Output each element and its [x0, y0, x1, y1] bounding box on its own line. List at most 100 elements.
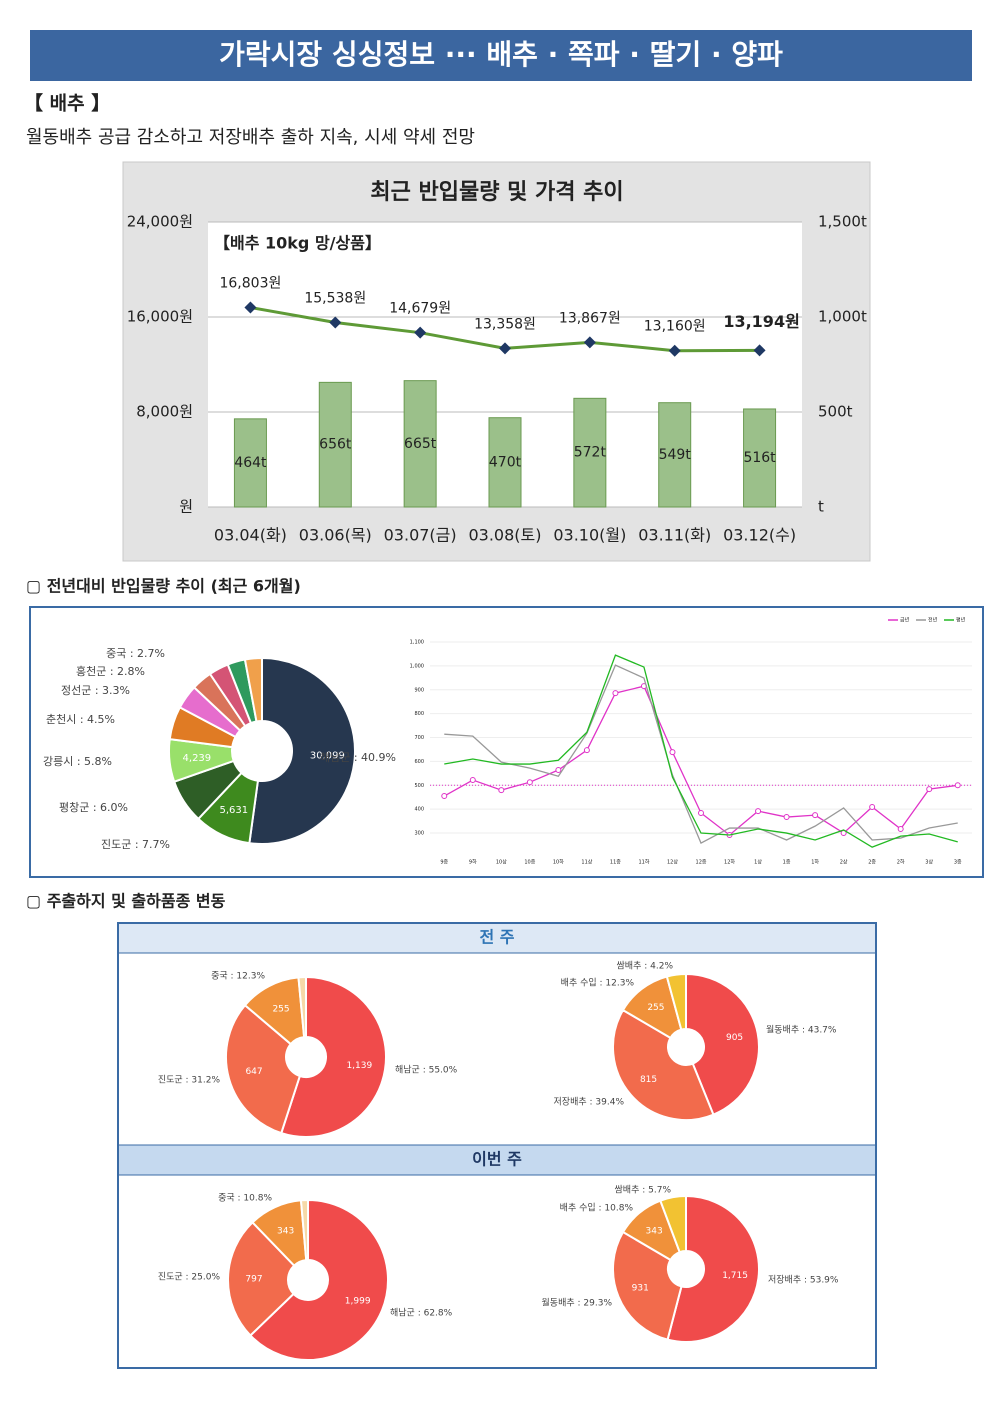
bar-label: 572t	[574, 445, 607, 461]
x-tick-label: 12상	[667, 859, 678, 866]
price-label: 16,803원	[219, 275, 281, 291]
slice-amount: 797	[245, 1274, 262, 1284]
slice-label: 월동배추 : 29.3%	[542, 1297, 613, 1309]
y-tick-label: 300	[414, 831, 424, 837]
x-tick-label: 03.07(금)	[384, 526, 457, 545]
x-tick-label: 2상	[840, 859, 848, 866]
bar	[488, 417, 522, 508]
x-tick-label: 9중	[440, 860, 448, 866]
slice-amount: 255	[272, 1005, 289, 1015]
y2-tick-label: t	[818, 498, 824, 516]
y-tick-label: 24,000원	[127, 213, 193, 231]
x-tick-label: 12중	[696, 860, 707, 866]
series-line	[444, 654, 958, 848]
price-label: 13,867원	[559, 310, 621, 326]
x-tick-label: 10상	[496, 859, 507, 866]
x-tick-label: 2중	[868, 860, 876, 866]
slice-label: 해남군 : 62.8%	[390, 1308, 453, 1319]
slice-amount: 255	[647, 1003, 664, 1013]
series-line	[444, 664, 958, 844]
x-tick-label: 03.10(월)	[553, 526, 626, 545]
slice-amount: 905	[726, 1033, 743, 1043]
page-title: 가락시장 싱싱정보 ··· 배추 · 쪽파 · 딸기 · 양파	[219, 38, 783, 71]
series-marker	[669, 749, 676, 756]
y-tick-label: 700	[414, 735, 424, 741]
slice-label: 중국 : 12.3%	[211, 971, 265, 982]
price-label: 13,358원	[474, 316, 536, 332]
title-banner	[30, 30, 972, 81]
y-tick-label: 16,000원	[127, 308, 193, 326]
x-tick-label: 03.12(수)	[723, 526, 796, 545]
bar-label: 516t	[743, 450, 776, 466]
series-marker	[469, 777, 476, 784]
slice-label: 춘천시 : 4.5%	[46, 712, 115, 726]
slice	[243, 656, 263, 723]
series-marker	[783, 814, 790, 821]
series-marker	[583, 747, 590, 754]
y-tick-label: 900	[414, 687, 424, 693]
slice-label: 저장배추 : 39.4%	[554, 1097, 625, 1108]
slice-amount: 5,631	[219, 805, 248, 816]
slice-amount: 343	[277, 1226, 294, 1236]
series-marker	[441, 793, 448, 800]
x-tick-label: 1중	[783, 860, 791, 866]
price-label: 13,194원	[723, 312, 799, 331]
x-tick-label: 11중	[610, 860, 621, 866]
x-tick-label: 03.06(목)	[299, 526, 372, 545]
slice-amount: 1,715	[722, 1271, 748, 1281]
chart-title: 최근 반입물량 및 가격 추이	[370, 180, 623, 205]
x-tick-label: 03.11(화)	[638, 526, 711, 545]
slice	[612, 1230, 683, 1341]
slice-label: 진도군 : 31.2%	[158, 1075, 221, 1086]
slice	[659, 1194, 687, 1254]
week-label: 이번 주	[472, 1150, 522, 1169]
week-band	[119, 1145, 875, 1175]
slice-amount: 4,239	[183, 753, 212, 764]
bar	[318, 381, 352, 508]
bar	[573, 397, 607, 508]
x-tick-label: 10하	[553, 859, 564, 866]
y2-tick-label: 1,000t	[818, 308, 867, 326]
slice-amount: 1,139	[346, 1061, 372, 1071]
bar	[403, 380, 437, 508]
price-label: 15,538원	[304, 290, 366, 306]
x-tick-label: 1하	[811, 859, 819, 866]
x-tick-label: 11하	[638, 859, 649, 866]
price-marker	[583, 336, 596, 349]
slice	[612, 1008, 715, 1121]
series-marker	[869, 804, 876, 811]
bar	[658, 402, 692, 508]
x-tick-label: 03.08(토)	[468, 526, 541, 545]
slice-label: 강릉시 : 5.8%	[43, 755, 112, 768]
slice-label: 해남군 : 40.9%	[320, 750, 396, 764]
x-tick-label: 1상	[754, 859, 762, 866]
x-tick-label: 9하	[469, 859, 477, 866]
slice-label: 저장배추 : 53.9%	[768, 1275, 839, 1286]
y2-tick-label: 1,500t	[818, 213, 867, 231]
price-label: 14,679원	[389, 301, 451, 317]
slice-amount: 931	[632, 1283, 649, 1293]
bar	[743, 408, 777, 508]
x-tick-label: 3중	[954, 860, 962, 866]
slice-amount: 815	[640, 1075, 657, 1085]
slice-amount: 647	[245, 1067, 262, 1077]
slice-label: 진도군 : 25.0%	[158, 1272, 221, 1283]
price-marker	[414, 326, 427, 339]
slice	[685, 972, 760, 1116]
slice-amount: 343	[646, 1227, 663, 1237]
price-label: 13,160원	[644, 319, 706, 335]
slice-label: 정선군 : 3.3%	[61, 684, 130, 697]
series-marker	[897, 825, 904, 832]
slice	[248, 1198, 389, 1361]
slice	[227, 1220, 296, 1337]
series-marker	[698, 809, 704, 816]
series-marker	[612, 690, 619, 697]
slice-label: 홍천군 : 2.8%	[76, 664, 145, 678]
chart-subtitle: 【배추 10kg 망/상품】	[214, 234, 381, 253]
series-marker	[954, 782, 961, 789]
slice	[299, 1198, 309, 1262]
slice	[665, 972, 687, 1031]
bar-label: 549t	[659, 447, 692, 463]
x-tick-label: 11상	[581, 859, 592, 866]
week-label: 전 주	[479, 928, 514, 947]
